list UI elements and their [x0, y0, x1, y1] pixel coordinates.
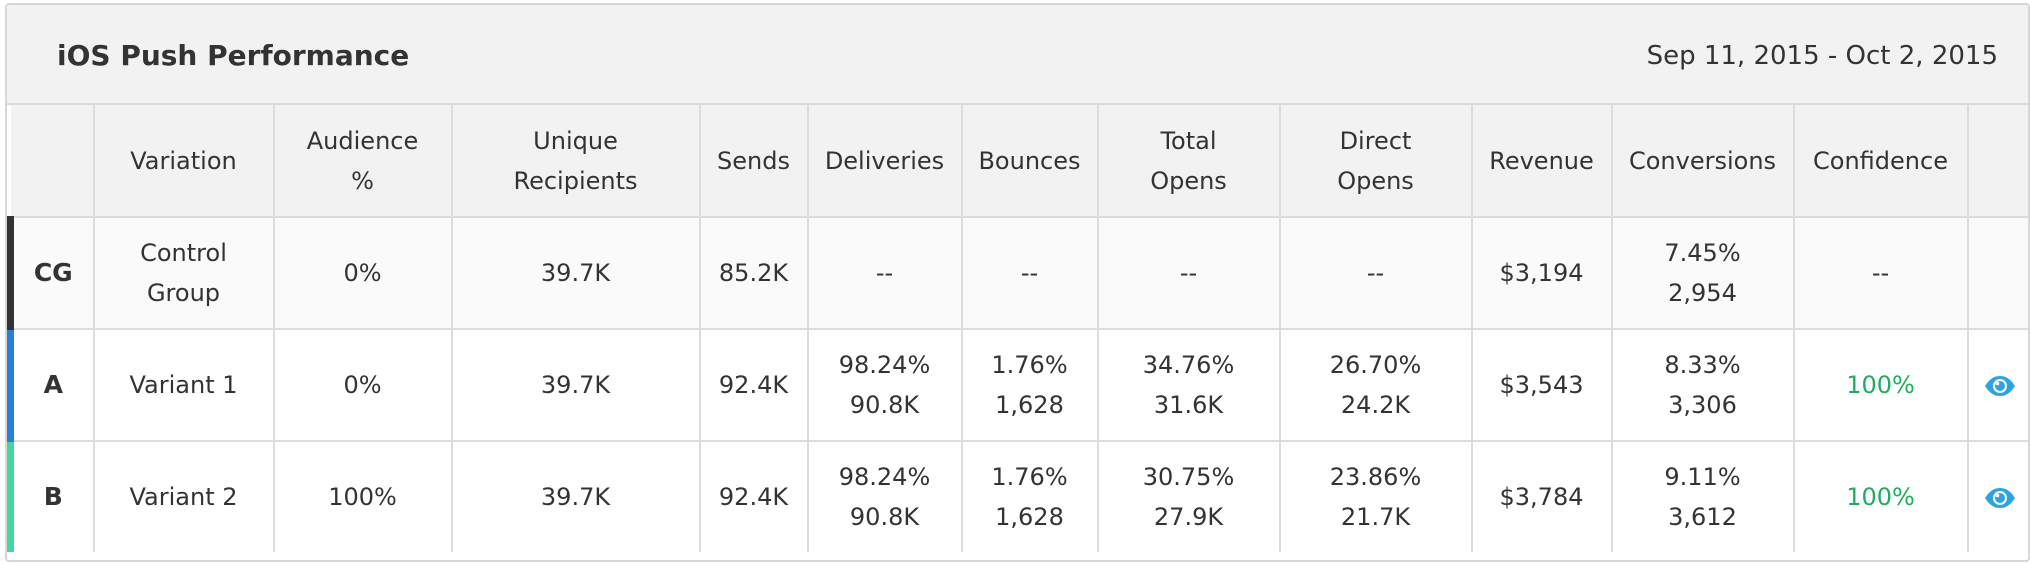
conversions-count: 3,612	[1668, 503, 1737, 531]
deliveries-value: --	[807, 217, 963, 330]
variant-id: A	[7, 329, 95, 442]
col-header-revenue: Revenue	[1471, 105, 1613, 218]
col-header-sends: Sends	[699, 105, 809, 218]
col-header-unique-line1: Unique	[533, 126, 618, 155]
confidence-value: 100%	[1793, 329, 1969, 442]
audience-value: 0%	[273, 329, 453, 442]
conversions-pct: 8.33%	[1664, 351, 1741, 379]
total-opens-value: --	[1097, 217, 1281, 330]
panel-header: iOS Push Performance Sep 11, 2015 - Oct …	[7, 5, 2028, 105]
panel-title: iOS Push Performance	[57, 39, 410, 72]
total-opens-value: 30.75% 27.9K	[1097, 441, 1281, 552]
deliveries-value: 98.24% 90.8K	[807, 329, 963, 442]
sends-value: 92.4K	[699, 441, 809, 552]
variant-id: B	[7, 441, 95, 552]
conversions-pct: 7.45%	[1664, 239, 1741, 267]
eye-icon[interactable]	[1984, 375, 2016, 397]
variation-name-line2: Group	[146, 279, 221, 307]
bounces-count: 1,628	[995, 391, 1064, 419]
view-action-cell[interactable]	[1967, 329, 2028, 442]
revenue-value: $3,543	[1471, 329, 1613, 442]
conversions-value: 8.33% 3,306	[1611, 329, 1795, 442]
col-header-variation: Variation	[93, 105, 275, 218]
confidence-value: 100%	[1793, 441, 1969, 552]
variation-name: Variant 1	[93, 329, 275, 442]
conversions-count: 2,954	[1668, 279, 1737, 307]
confidence-value: --	[1793, 217, 1969, 330]
col-header-direct-opens-line1: Direct	[1339, 126, 1412, 155]
conversions-value: 9.11% 3,612	[1611, 441, 1795, 552]
deliveries-count: 90.8K	[849, 391, 920, 419]
table-row-variant-a: A Variant 1 0% 39.7K 92.4K 98.24% 90.8K …	[7, 329, 2028, 442]
bounces-pct: 1.76%	[991, 351, 1068, 379]
total-opens-count: 27.9K	[1153, 503, 1224, 531]
direct-opens-pct: 23.86%	[1329, 463, 1422, 491]
conversions-pct: 9.11%	[1664, 463, 1741, 491]
direct-opens-count: 24.2K	[1340, 391, 1411, 419]
col-header-unique-line2: Recipients	[513, 166, 638, 195]
bounces-value: --	[961, 217, 1099, 330]
performance-table: Variation Audience % Unique Recipients S…	[7, 105, 2028, 552]
revenue-value: $3,194	[1471, 217, 1613, 330]
direct-opens-value: --	[1279, 217, 1473, 330]
audience-value: 0%	[273, 217, 453, 330]
col-header-confidence: Confidence	[1793, 105, 1969, 218]
bounces-count: 1,628	[995, 503, 1064, 531]
unique-recipients-value: 39.7K	[451, 217, 701, 330]
bounces-pct: 1.76%	[991, 463, 1068, 491]
table-header-row: Variation Audience % Unique Recipients S…	[10, 105, 2028, 218]
date-range: Sep 11, 2015 - Oct 2, 2015	[1646, 41, 1998, 71]
direct-opens-count: 21.7K	[1340, 503, 1411, 531]
bounces-value: 1.76% 1,628	[961, 329, 1099, 442]
total-opens-value: 34.76% 31.6K	[1097, 329, 1281, 442]
col-header-deliveries: Deliveries	[807, 105, 963, 218]
action-cell-empty	[1967, 217, 2028, 330]
variation-name: Control Group	[93, 217, 275, 330]
col-header-audience-line1: Audience	[306, 126, 419, 155]
deliveries-value: 98.24% 90.8K	[807, 441, 963, 552]
col-header-id	[10, 105, 95, 218]
sends-value: 92.4K	[699, 329, 809, 442]
direct-opens-pct: 26.70%	[1329, 351, 1422, 379]
col-header-total-opens-line2: Opens	[1150, 166, 1227, 195]
col-header-unique-recipients: Unique Recipients	[451, 105, 701, 218]
col-header-audience: Audience %	[273, 105, 453, 218]
unique-recipients-value: 39.7K	[451, 329, 701, 442]
direct-opens-value: 23.86% 21.7K	[1279, 441, 1473, 552]
table-row-control-group: CG Control Group 0% 39.7K 85.2K -- -- --…	[7, 217, 2028, 330]
table-row-variant-b: B Variant 2 100% 39.7K 92.4K 98.24% 90.8…	[7, 441, 2028, 552]
total-opens-pct: 30.75%	[1142, 463, 1235, 491]
variant-id: CG	[7, 217, 95, 330]
eye-icon[interactable]	[1984, 487, 2016, 509]
col-header-actions	[1967, 105, 2028, 218]
variation-name-line1: Control	[140, 239, 227, 267]
push-performance-panel: iOS Push Performance Sep 11, 2015 - Oct …	[5, 3, 2030, 562]
col-header-audience-line2: %	[351, 166, 374, 195]
variation-name: Variant 2	[93, 441, 275, 552]
view-action-cell[interactable]	[1967, 441, 2028, 552]
col-header-total-opens: Total Opens	[1097, 105, 1281, 218]
direct-opens-value: 26.70% 24.2K	[1279, 329, 1473, 442]
conversions-value: 7.45% 2,954	[1611, 217, 1795, 330]
bounces-value: 1.76% 1,628	[961, 441, 1099, 552]
audience-value: 100%	[273, 441, 453, 552]
col-header-total-opens-line1: Total	[1160, 126, 1217, 155]
total-opens-count: 31.6K	[1153, 391, 1224, 419]
sends-value: 85.2K	[699, 217, 809, 330]
deliveries-pct: 98.24%	[838, 351, 931, 379]
deliveries-pct: 98.24%	[838, 463, 931, 491]
revenue-value: $3,784	[1471, 441, 1613, 552]
col-header-direct-opens: Direct Opens	[1279, 105, 1473, 218]
conversions-count: 3,306	[1668, 391, 1737, 419]
col-header-direct-opens-line2: Opens	[1337, 166, 1414, 195]
col-header-conversions: Conversions	[1611, 105, 1795, 218]
col-header-bounces: Bounces	[961, 105, 1099, 218]
unique-recipients-value: 39.7K	[451, 441, 701, 552]
total-opens-pct: 34.76%	[1142, 351, 1235, 379]
deliveries-count: 90.8K	[849, 503, 920, 531]
